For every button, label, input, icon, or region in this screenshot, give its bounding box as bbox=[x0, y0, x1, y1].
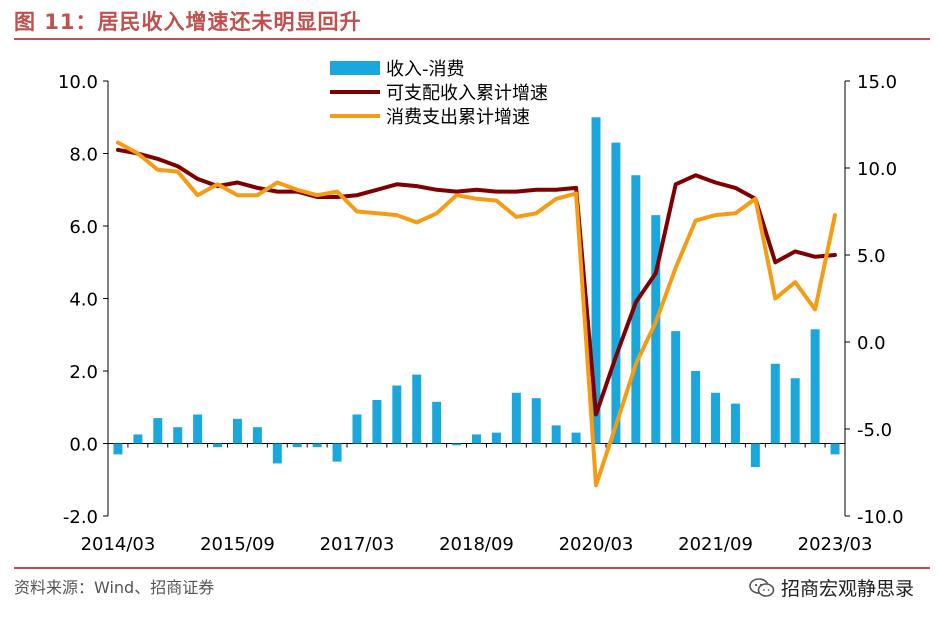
bar-income-minus-consumption bbox=[631, 175, 641, 444]
bar-income-minus-consumption bbox=[113, 443, 123, 455]
left-tick-label: 10.0 bbox=[58, 72, 98, 93]
bar-income-minus-consumption bbox=[332, 443, 342, 462]
left-tick-label: 0.0 bbox=[69, 435, 98, 456]
bar-income-minus-consumption bbox=[830, 443, 840, 455]
right-tick-label: -10.0 bbox=[857, 507, 904, 528]
right-tick-label: 5.0 bbox=[857, 246, 886, 267]
bar-income-minus-consumption bbox=[790, 378, 800, 444]
bar-income-minus-consumption bbox=[691, 371, 701, 444]
bar-income-minus-consumption bbox=[352, 414, 362, 444]
bar-income-minus-consumption bbox=[730, 403, 740, 444]
legend-label-bar: 收入-消费 bbox=[386, 59, 465, 80]
line-income-growth bbox=[116, 147, 837, 417]
left-tick-label: -2.0 bbox=[63, 507, 98, 528]
bar-income-minus-consumption bbox=[651, 215, 661, 444]
right-tick-label: 10.0 bbox=[857, 159, 897, 180]
bar-income-minus-consumption bbox=[531, 398, 541, 444]
wechat-icon bbox=[749, 577, 775, 597]
line-consumption-growth bbox=[116, 140, 837, 488]
bar-income-minus-consumption bbox=[133, 434, 143, 444]
x-tick-label: 2020/03 bbox=[559, 534, 634, 555]
bar-income-minus-consumption bbox=[551, 425, 561, 444]
bar-income-minus-consumption bbox=[472, 434, 481, 444]
bar-income-minus-consumption bbox=[412, 374, 422, 444]
right-tick-label: -5.0 bbox=[857, 420, 892, 441]
chart-canvas: 10.0 8.0 6.0 4.0 2.0 0.0 -2.0 15.0 10.0 5.0 0.0 -5.… bbox=[58, 59, 904, 555]
x-tick-label: 2017/03 bbox=[320, 534, 395, 555]
right-tick-label: 15.0 bbox=[857, 72, 897, 93]
bar-income-minus-consumption bbox=[511, 392, 521, 444]
x-tick-label: 2018/09 bbox=[439, 534, 514, 555]
bar-income-minus-consumption bbox=[810, 329, 820, 444]
bar-income-minus-consumption bbox=[452, 443, 462, 446]
x-tick-label: 2015/09 bbox=[200, 534, 275, 555]
bar-income-minus-consumption bbox=[711, 392, 721, 444]
bar-income-minus-consumption bbox=[252, 427, 262, 444]
bar-income-minus-consumption bbox=[611, 142, 621, 444]
title-divider bbox=[14, 38, 930, 40]
bar-income-minus-consumption bbox=[432, 401, 442, 444]
brand[interactable]: 招商宏观静思录 bbox=[749, 574, 914, 601]
brand-name: 招商宏观静思录 bbox=[780, 578, 914, 600]
source-note: 资料来源：Wind、招商证券 bbox=[14, 578, 215, 597]
bar-income-minus-consumption bbox=[571, 432, 581, 444]
left-tick-label: 4.0 bbox=[69, 290, 98, 311]
x-tick-label: 2021/09 bbox=[678, 534, 753, 555]
legend-label-consumption: 消费支出累计增速 bbox=[386, 107, 530, 128]
left-tick-label: 2.0 bbox=[69, 362, 98, 383]
right-tick-label: 0.0 bbox=[857, 333, 886, 354]
bar-income-minus-consumption bbox=[372, 400, 382, 444]
x-tick-label: 2023/03 bbox=[798, 534, 873, 555]
bar-income-minus-consumption bbox=[750, 443, 760, 468]
left-tick-label: 6.0 bbox=[69, 217, 98, 238]
bar-income-minus-consumption bbox=[213, 443, 223, 448]
legend-label-income: 可支配收入累计增速 bbox=[386, 83, 548, 104]
x-tick-label: 2014/03 bbox=[81, 534, 156, 555]
bar-income-minus-consumption bbox=[671, 331, 681, 444]
bar-income-minus-consumption bbox=[292, 443, 302, 448]
bar-income-minus-consumption bbox=[312, 443, 322, 448]
bar-income-minus-consumption bbox=[193, 414, 203, 444]
chart-title: 图 11：居民收入增速还未明显回升 bbox=[14, 10, 362, 34]
bar-income-minus-consumption bbox=[153, 418, 163, 444]
bar-income-minus-consumption bbox=[272, 443, 282, 464]
bar-income-minus-consumption bbox=[232, 418, 242, 444]
bar-income-minus-consumption bbox=[392, 385, 402, 444]
bar-income-minus-consumption bbox=[173, 427, 183, 444]
legend-swatch-bar bbox=[330, 61, 380, 75]
bar-income-minus-consumption bbox=[491, 432, 501, 444]
left-tick-label: 8.0 bbox=[69, 145, 98, 166]
bar-income-minus-consumption bbox=[591, 117, 601, 444]
bar-income-minus-consumption bbox=[770, 363, 780, 444]
footer-divider bbox=[14, 567, 930, 569]
